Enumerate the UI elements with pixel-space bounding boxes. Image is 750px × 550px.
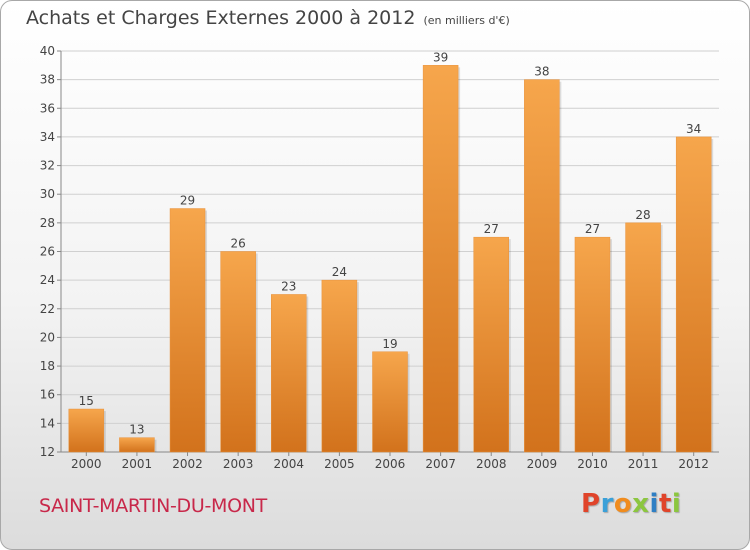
chart-title: Achats et Charges Externes 2000 à 2012 [26,7,416,29]
bar-2012 [675,136,712,453]
bar-2006 [372,351,408,453]
data-label: 28 [635,208,650,222]
title-block: Achats et Charges Externes 2000 à 2012 (e… [26,7,510,29]
data-label: 39 [433,50,448,64]
data-label: 38 [534,65,549,79]
logo-letter: r [600,489,614,519]
y-tick-label: 26 [40,245,55,259]
logo-letter: i [649,489,659,519]
y-tick-label: 32 [40,159,55,173]
x-tick-label: 2011 [628,457,659,471]
y-tick-label: 16 [40,388,55,402]
proxiti-logo: Proxiti [581,489,681,519]
data-label: 15 [79,394,94,408]
commune-name: SAINT-MARTIN-DU-MONT [39,495,267,517]
data-label: 29 [180,194,195,208]
y-tick-label: 24 [40,273,55,287]
bar-2011 [625,222,661,453]
data-label: 27 [484,222,499,236]
x-tick-label: 2008 [476,457,507,471]
y-tick-label: 36 [40,101,55,115]
bar-2004 [271,294,307,453]
y-tick-label: 14 [40,416,55,430]
x-tick-label: 2012 [678,457,709,471]
y-tick-label: 12 [40,445,55,459]
y-tick-label: 40 [40,44,55,58]
x-tick-label: 2010 [577,457,608,471]
x-tick-label: 2002 [172,457,203,471]
logo-letter: P [581,489,601,519]
data-label: 34 [686,122,701,136]
y-tick-label: 34 [40,130,55,144]
data-label: 23 [281,279,296,293]
x-tick-label: 2000 [71,457,102,471]
y-tick-label: 18 [40,359,55,373]
bars [68,65,714,453]
x-tick-label: 2001 [122,457,153,471]
bar-2003 [220,251,256,453]
y-tick-label: 38 [40,73,55,87]
chart-subtitle: (en milliers d'€) [423,14,510,27]
x-tick-label: 2007 [425,457,456,471]
y-tick-label: 30 [40,187,55,201]
bar-2009 [524,79,560,453]
x-tick-label: 2009 [527,457,558,471]
bar-2008 [473,236,509,453]
x-tick-label: 2006 [375,457,406,471]
bar-2002 [169,208,206,453]
logo-letter: x [632,489,650,519]
bar-2000 [68,408,105,453]
x-tick-label: 2003 [223,457,254,471]
bar-2005 [321,279,358,453]
logo-letter: t [658,489,672,519]
logo-letter: i [671,489,682,519]
data-label: 13 [129,423,144,437]
y-tick-label: 28 [40,216,55,230]
data-label: 26 [231,237,246,251]
y-tick-label: 20 [40,330,55,344]
data-labels: 15 13 29 26 23 24 19 39 27 38 27 28 34 [79,50,702,436]
data-label: 19 [382,337,397,351]
bar-2010 [574,236,611,453]
data-label: 27 [585,222,600,236]
bar-2007 [422,65,459,453]
x-tick-label: 2005 [324,457,355,471]
bar-2001 [119,437,155,453]
logo-letter: o [613,489,633,519]
y-tick-label: 22 [40,302,55,316]
x-tick-label: 2004 [273,457,304,471]
data-label: 24 [332,265,347,279]
bar-chart: 12 14 16 18 20 22 24 26 28 30 32 34 36 38 40 2000 2001 20… [40,44,719,471]
